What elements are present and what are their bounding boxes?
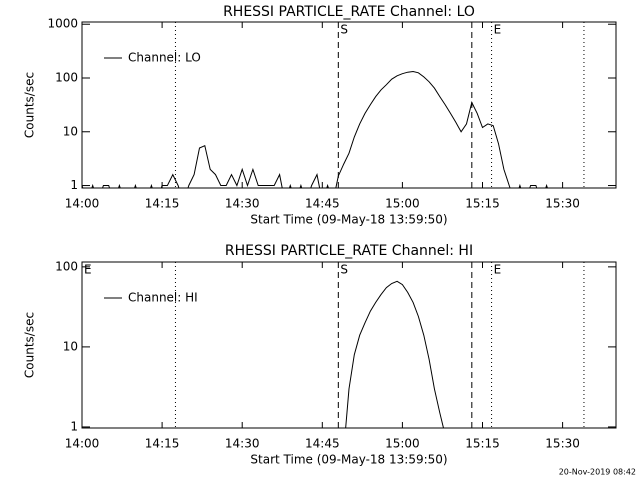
x-tick-label: 15:15 [465, 437, 500, 451]
marker-label: E [84, 263, 92, 277]
series-line [345, 280, 444, 428]
x-axis-title: Start Time (09-May-18 13:59:50) [250, 453, 447, 467]
marker-label: E [494, 23, 502, 37]
x-tick-label: 15:00 [385, 197, 420, 211]
legend-label: Channel: HI [128, 291, 198, 305]
marker-label: S [340, 263, 348, 277]
x-tick-label: 14:15 [145, 197, 180, 211]
chart-title: RHESSI PARTICLE_RATE Channel: HI [225, 243, 473, 259]
x-tick-label: 14:30 [225, 437, 260, 451]
y-tick-label: 100 [55, 70, 78, 84]
plot-frame [81, 261, 617, 429]
x-tick-label: 14:30 [225, 197, 260, 211]
y-axis-title: Counts/sec [23, 312, 37, 378]
plot-frame [81, 21, 617, 189]
x-tick-label: 14:45 [305, 437, 340, 451]
x-axis-title: Start Time (09-May-18 13:59:50) [250, 213, 447, 227]
x-tick-label: 14:15 [145, 437, 180, 451]
footer: 20-Nov-2019 08:42 [559, 468, 636, 477]
y-tick-label: 1 [70, 178, 78, 192]
x-tick-label: 15:15 [465, 197, 500, 211]
chart-title: RHESSI PARTICLE_RATE Channel: LO [223, 4, 475, 20]
x-tick-label: 14:00 [65, 197, 100, 211]
y-tick-label: 1 [70, 419, 78, 433]
legend-label: Channel: LO [128, 51, 201, 65]
y-tick-label: 10 [63, 124, 78, 138]
y-axis-title: Counts/sec [23, 72, 37, 138]
y-tick-label: 100 [55, 259, 78, 273]
x-tick-label: 15:30 [545, 437, 580, 451]
y-tick-label: 10 [63, 339, 78, 353]
x-tick-label: 15:00 [385, 437, 420, 451]
y-tick-label: 1000 [47, 17, 78, 31]
marker-label: S [340, 23, 348, 37]
marker-label: E [494, 263, 502, 277]
series-line [82, 70, 548, 188]
x-tick-label: 15:30 [545, 197, 580, 211]
x-tick-label: 14:00 [65, 437, 100, 451]
x-tick-label: 14:45 [305, 197, 340, 211]
